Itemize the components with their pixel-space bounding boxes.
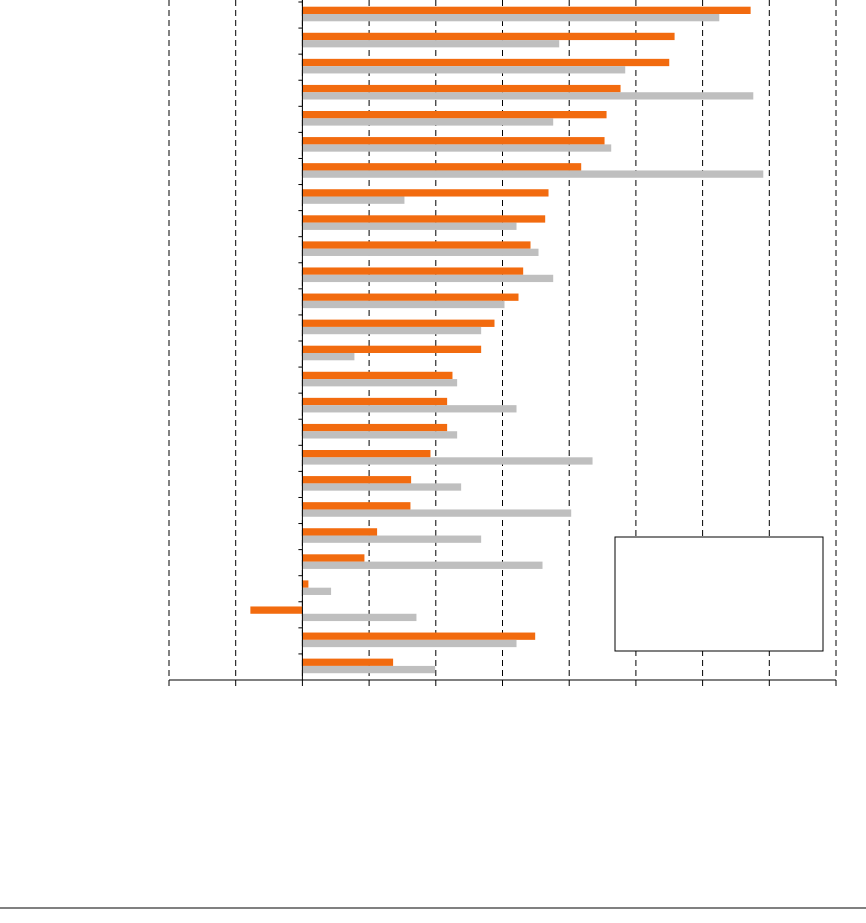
- bar: [302, 163, 582, 171]
- bar: [302, 319, 495, 327]
- bar: [302, 32, 675, 41]
- bar: [302, 457, 593, 465]
- bar: [302, 267, 524, 275]
- bar: [302, 423, 448, 432]
- bar: [302, 241, 531, 249]
- bar: [302, 111, 607, 119]
- legend: [614, 536, 824, 652]
- bar: [302, 554, 365, 562]
- bar: [302, 293, 519, 301]
- bar: [302, 84, 621, 93]
- bar: [302, 632, 536, 640]
- bar: [302, 431, 458, 439]
- bar: [302, 639, 517, 648]
- bar: [302, 196, 405, 204]
- bar: [302, 371, 453, 380]
- bar: [302, 483, 462, 491]
- bar: [302, 405, 517, 413]
- bar: [302, 248, 539, 256]
- bar: [302, 397, 448, 406]
- bar: [302, 300, 505, 309]
- bar: [302, 476, 412, 484]
- bar: [302, 6, 751, 14]
- bar: [302, 613, 417, 622]
- bar: [302, 561, 543, 569]
- bar: [302, 222, 517, 230]
- bar: [302, 189, 549, 197]
- bar: [302, 658, 394, 666]
- bar: [302, 58, 670, 67]
- bar: [302, 580, 309, 588]
- bar: [302, 215, 546, 223]
- bar: [302, 92, 754, 100]
- bar: [302, 137, 605, 145]
- bar: [302, 509, 572, 517]
- bar: [302, 379, 458, 387]
- bar: [302, 345, 482, 353]
- bar: [302, 40, 560, 48]
- bar: [302, 535, 482, 543]
- bar: [302, 13, 720, 22]
- bar: [250, 606, 303, 614]
- bar: [302, 665, 436, 674]
- bar: [302, 66, 626, 74]
- bar: [302, 274, 554, 283]
- bar: [302, 352, 355, 361]
- bar: [302, 587, 332, 595]
- bar: [302, 528, 378, 536]
- bar: [302, 170, 764, 178]
- bar: [302, 450, 431, 458]
- bar: [302, 144, 612, 152]
- bar: [302, 326, 482, 335]
- bar: [302, 502, 411, 510]
- bar: [302, 118, 554, 126]
